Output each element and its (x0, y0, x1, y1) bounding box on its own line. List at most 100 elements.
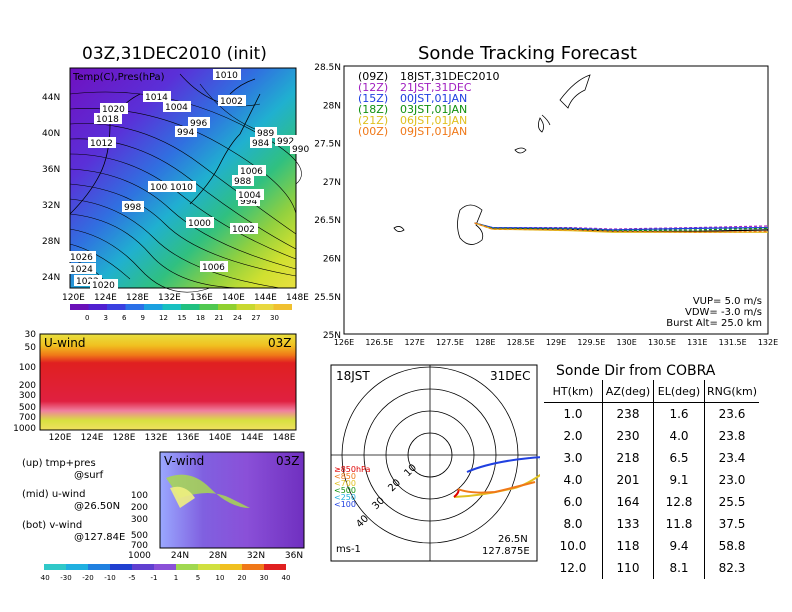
track-lat-tick: 26N (323, 255, 341, 265)
track-legend-label: 00JST,01JAN (400, 92, 467, 105)
cobra-cell: 23.8 (718, 429, 746, 443)
track-lon-tick: 130E (617, 338, 637, 347)
track-lon-ticks: 126E 126.5E 127E 127.5E 128E 128.5E 129E 129.5E… (334, 338, 778, 347)
isobar-label: 1012 (90, 139, 113, 149)
isobar-label-bg (122, 201, 144, 212)
cobra-cell: 1.6 (653, 402, 705, 425)
cobra-cell: 8.0 (544, 513, 603, 535)
track-lon-tick: 127E (405, 338, 425, 347)
track-legend-code: (15Z) (358, 92, 388, 105)
legend-note-top: (up) tmp+pres (22, 458, 96, 469)
isobar-label: 1006 (240, 167, 263, 177)
cobra-cell: 6.5 (653, 447, 705, 469)
cobra-row: 3.0 218 6.5 23.4 (544, 447, 759, 469)
track-lon-tick: 126.5E (365, 338, 393, 347)
cobra-header: EL(deg) (653, 380, 705, 403)
u-lon-tick: 148E (273, 433, 296, 442)
isobar-label: 998 (124, 203, 141, 213)
pressure-legend: ≥850hPa<850<700<500<250<100 (334, 465, 371, 509)
temp-colorbar-label: 27 (252, 314, 261, 322)
isobar-label: 1010 (170, 183, 193, 193)
lon-tick: 124E (94, 293, 117, 303)
cobra-row: 6.0 164 12.8 25.5 (544, 491, 759, 513)
v-colorbar-label: 30 (260, 574, 269, 582)
u-level-tick: 30 (25, 330, 37, 340)
track-lon-tick: 127.5E (436, 338, 464, 347)
v-colorbar-label: -30 (60, 574, 71, 582)
cobra-cell: 9.4 (653, 535, 705, 557)
isobar-label-bg (232, 175, 254, 186)
isobar-label-bg (143, 91, 171, 102)
u-level-tick: 200 (19, 381, 36, 391)
polar-date-label: 31DEC (490, 369, 530, 383)
cobra-table: HT(km) AZ(deg) EL(deg) RNG(km) 1.0 238 1.6 23.… (544, 380, 759, 579)
v-lat-tick: 32N (247, 551, 265, 560)
lat-tick: 28N (42, 237, 60, 247)
cobra-cell: 230 (602, 425, 654, 447)
track-legend-label: 09JST,01JAN (400, 125, 467, 138)
lon-tick: 120E (62, 293, 85, 303)
lat-tick: 24N (42, 273, 60, 283)
temp-colorbar-swatch (88, 304, 107, 310)
track-legend-code: (21Z) (358, 114, 388, 127)
temp-colorbar-swatch (255, 304, 274, 310)
cobra-cell: 23.6 (718, 407, 746, 421)
lat-tick: 36N (42, 165, 60, 175)
track-legend: (09Z) 18JST,31DEC2010 (12Z) 21JST,31DEC (15Z… (358, 70, 500, 138)
track-lat-tick: 28N (323, 101, 341, 111)
v-colorbar-swatch (132, 564, 154, 570)
u-lon-tick: 128E (113, 433, 136, 442)
polar-lat: 26.5N (498, 534, 528, 545)
cobra-row: 12.0 110 8.1 82.3 (544, 557, 759, 579)
cobra-header: RNG(km) (704, 380, 759, 403)
temp-colorbar-swatch (70, 304, 89, 310)
isobar-label-bg (74, 275, 102, 286)
isobar-label-bg (236, 189, 264, 200)
cobra-cell: 218 (602, 447, 654, 469)
temp-colorbar-label: 3 (104, 314, 108, 322)
isobar-label: 992 (277, 137, 294, 147)
isobar-label: 1002 (220, 97, 243, 107)
isobar-label: 1022 (76, 277, 99, 287)
u-lon-tick: 140E (209, 433, 232, 442)
isobar-label-bg (94, 113, 122, 124)
temp-colorbar-label: 24 (233, 314, 242, 322)
isobar-label-bg (230, 223, 258, 234)
track-lon-tick: 131E (687, 338, 707, 347)
track-lat-tick: 27N (323, 178, 341, 188)
isobar-label: 994 (177, 128, 194, 138)
temp-colorbar-label: 9 (141, 314, 145, 322)
u-wind-time: 03Z (268, 336, 292, 350)
sonde-param: Burst Alt= 25.0 km (666, 318, 762, 329)
v-colorbar-swatch (110, 564, 132, 570)
pressure-legend-entry: <250 (334, 493, 356, 502)
cobra-cell: 118 (602, 535, 654, 557)
temp-colorbar-swatch (199, 304, 218, 310)
temp-colorbar-label: 18 (196, 314, 205, 322)
track-lon-tick: 131.5E (719, 338, 747, 347)
tracking-title: Sonde Tracking Forecast (418, 43, 637, 64)
isobar-label: 1020 (102, 105, 125, 115)
temp-colorbar: 0 3 6 9 12 15 18 21 24 27 30 (70, 304, 292, 322)
cobra-cell: 2.0 (544, 425, 603, 447)
u-wind-label: U-wind (44, 336, 85, 350)
cobra-cell: 110 (602, 557, 654, 579)
track-legend-label: 06JST,01JAN (400, 114, 467, 127)
cobra-cell: 164 (602, 491, 654, 513)
track-lat-tick: 28.5N (314, 63, 341, 73)
u-level-tick: 1000 (13, 424, 36, 434)
isobar-label-bg (68, 263, 96, 274)
cobra-cell: 4.0 (653, 425, 705, 447)
cobra-cell: 12.8 (653, 491, 705, 513)
cobra-row: 8.0 133 11.8 37.5 (544, 513, 759, 535)
v-colorbar-label: 5 (196, 574, 200, 582)
cobra-cell: 37.5 (718, 517, 746, 531)
v-lat-tick: 28N (209, 551, 227, 560)
pressure-legend-entry: ≥850hPa (334, 465, 371, 474)
legend-note-bottom: @26.50N (74, 501, 121, 512)
temp-colorbar-label: 12 (159, 314, 168, 322)
track-legend-code: (00Z) (358, 125, 388, 138)
cobra-header: AZ(deg) (602, 380, 654, 403)
